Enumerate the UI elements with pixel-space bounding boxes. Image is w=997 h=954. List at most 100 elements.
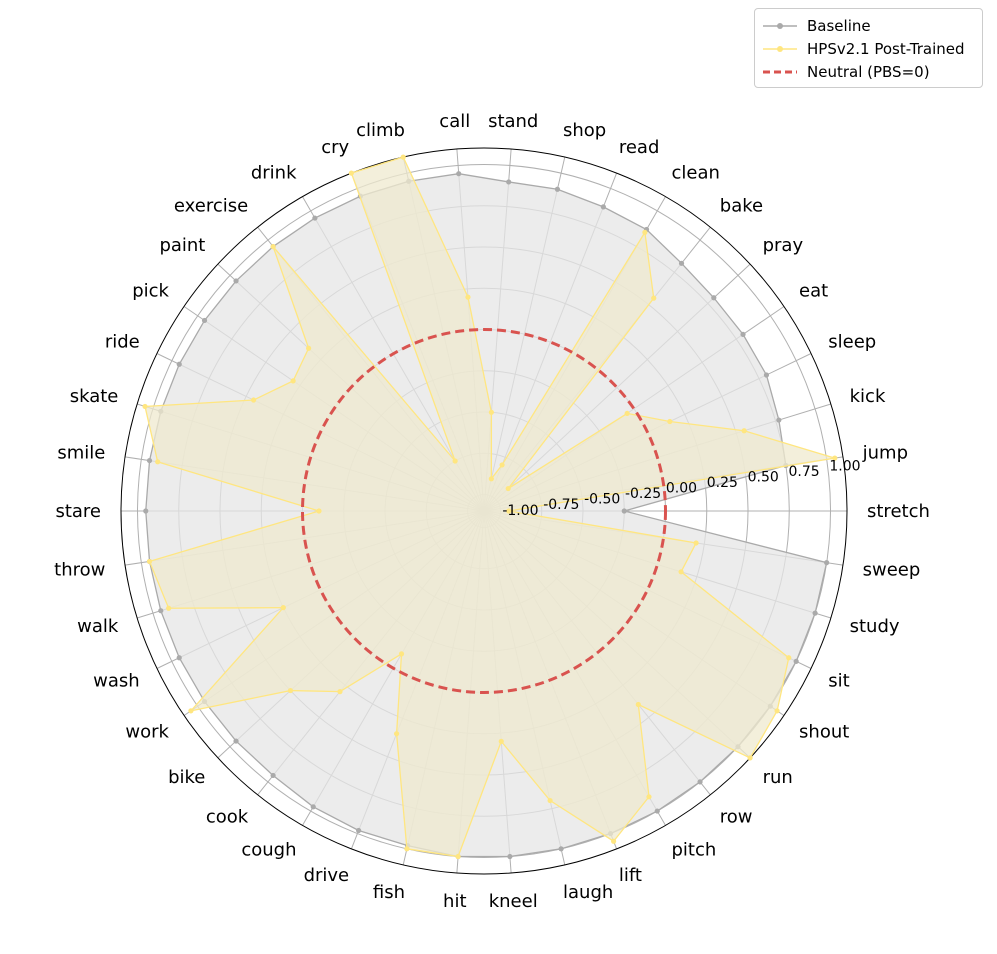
category-label-shop: shop bbox=[563, 120, 606, 141]
category-label-kick: kick bbox=[850, 386, 886, 407]
hps-point-fish bbox=[404, 846, 410, 852]
category-label-hit: hit bbox=[443, 891, 466, 912]
category-label-sleep: sleep bbox=[828, 331, 876, 352]
baseline-point-pitch bbox=[654, 808, 660, 814]
hps-point-stare bbox=[316, 508, 322, 514]
baseline-point-smile bbox=[146, 457, 153, 464]
radial-tick-label-2: -0.50 bbox=[584, 492, 620, 508]
category-label-pick: pick bbox=[132, 281, 169, 302]
category-label-row: row bbox=[720, 807, 753, 828]
radial-tick-label-6: 0.50 bbox=[748, 470, 779, 486]
hps-point-pitch bbox=[646, 794, 652, 800]
baseline-point-pray bbox=[711, 295, 717, 301]
category-label-run: run bbox=[763, 767, 793, 788]
baseline-point-sleep bbox=[763, 372, 770, 378]
category-label-throw: throw bbox=[54, 559, 105, 580]
neutral-legend-swatch bbox=[763, 70, 797, 73]
hps-point-ride bbox=[250, 397, 257, 403]
hps-point-lift bbox=[611, 838, 617, 844]
category-label-eat: eat bbox=[799, 281, 828, 302]
category-label-sweep: sweep bbox=[863, 559, 921, 580]
hps-point-kneel bbox=[498, 738, 504, 744]
category-label-stretch: stretch bbox=[867, 501, 930, 522]
radial-tick-label-7: 0.75 bbox=[788, 464, 819, 480]
category-label-read: read bbox=[619, 137, 660, 158]
hps-point-kick bbox=[741, 428, 747, 434]
baseline-point-drink bbox=[312, 215, 318, 221]
baseline-point-read bbox=[600, 204, 606, 210]
legend-item-hps: HPSv2.1 Post-Trained bbox=[763, 37, 974, 60]
baseline-point-ride bbox=[176, 361, 182, 367]
category-label-exercise: exercise bbox=[174, 195, 248, 216]
category-label-bake: bake bbox=[720, 195, 763, 216]
radial-tick-label-8: 1.00 bbox=[829, 458, 860, 474]
hps-area bbox=[145, 157, 835, 857]
category-label-drink: drink bbox=[251, 162, 297, 183]
baseline-point-wash bbox=[176, 655, 182, 661]
baseline-point-eat bbox=[740, 331, 746, 337]
hps-point-pick bbox=[290, 378, 296, 384]
baseline-point-study bbox=[812, 610, 818, 616]
hps-legend-swatch bbox=[763, 45, 797, 52]
category-label-kneel: kneel bbox=[489, 891, 538, 912]
hps-point-laugh bbox=[547, 797, 553, 804]
hps-point-read bbox=[499, 462, 505, 468]
baseline-point-cook bbox=[270, 772, 276, 779]
hps-point-throw bbox=[146, 558, 153, 565]
hps-point-cook bbox=[337, 689, 343, 695]
baseline-point-pick bbox=[201, 317, 208, 324]
category-label-lift: lift bbox=[619, 865, 642, 886]
baseline-point-sweep bbox=[824, 560, 830, 566]
hps-point-study bbox=[678, 569, 684, 575]
hps-point-stand bbox=[488, 409, 494, 415]
radial-tick-label-1: -0.75 bbox=[543, 497, 579, 513]
category-label-paint: paint bbox=[159, 235, 205, 256]
category-label-skate: skate bbox=[70, 386, 119, 407]
hps-point-clean bbox=[642, 229, 648, 235]
hps-point-call bbox=[465, 294, 471, 300]
baseline-point-bike bbox=[233, 738, 239, 744]
hps-point-wash bbox=[280, 605, 286, 611]
radial-tick-label-0: -1.00 bbox=[502, 503, 538, 519]
hps-point-cry bbox=[348, 170, 354, 176]
category-label-pitch: pitch bbox=[672, 840, 717, 861]
hps-point-paint bbox=[306, 345, 312, 351]
hps-point-climb bbox=[400, 154, 406, 160]
baseline-point-stretch bbox=[621, 508, 627, 514]
category-label-stand: stand bbox=[488, 111, 538, 132]
category-label-fish: fish bbox=[373, 882, 405, 903]
hps-point-skate bbox=[142, 403, 148, 410]
hps-point-sit bbox=[786, 655, 792, 661]
neutral-line bbox=[301, 328, 667, 694]
baseline-point-laugh bbox=[558, 846, 564, 852]
hps-point-exercise bbox=[270, 243, 276, 250]
category-label-drive: drive bbox=[304, 865, 350, 886]
category-label-cry: cry bbox=[321, 137, 349, 158]
radial-tick-label-3: -0.25 bbox=[625, 486, 661, 502]
polar-frame bbox=[120, 147, 848, 875]
category-label-climb: climb bbox=[356, 120, 405, 141]
category-label-clean: clean bbox=[672, 162, 720, 183]
category-label-study: study bbox=[850, 616, 900, 637]
radial-tick-label-4: 0.00 bbox=[666, 481, 697, 497]
hps-point-hit bbox=[455, 853, 461, 860]
baseline-point-call bbox=[456, 171, 462, 177]
hps-point-run bbox=[747, 755, 753, 761]
category-label-laugh: laugh bbox=[563, 882, 613, 903]
category-label-walk: walk bbox=[77, 616, 119, 637]
baseline-point-sit bbox=[793, 658, 799, 664]
category-label-sit: sit bbox=[828, 671, 849, 692]
legend-label-hps: HPSv2.1 Post-Trained bbox=[807, 39, 965, 58]
baseline-point-drive bbox=[356, 827, 362, 834]
category-label-bike: bike bbox=[168, 767, 205, 788]
radial-tick-label-5: 0.25 bbox=[707, 475, 738, 491]
category-label-ride: ride bbox=[105, 331, 140, 352]
hps-point-sweep bbox=[693, 540, 699, 546]
hps-point-cough bbox=[398, 651, 405, 657]
category-label-call: call bbox=[439, 111, 470, 132]
legend-label-baseline: Baseline bbox=[807, 16, 871, 35]
baseline-point-shop bbox=[554, 186, 561, 192]
hps-point-eat bbox=[624, 410, 630, 417]
hps-point-pray bbox=[505, 485, 511, 492]
